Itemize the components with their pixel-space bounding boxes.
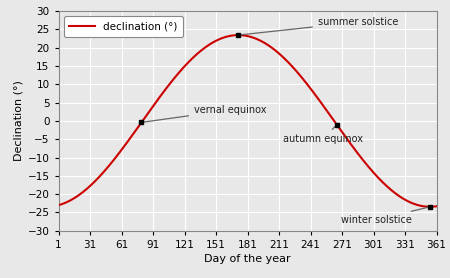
declination (°) (423, 205, 428, 208)
Text: summer solstice: summer solstice (241, 17, 398, 35)
declination (°) (230, 34, 235, 37)
Text: vernal equinox: vernal equinox (144, 105, 266, 122)
declination (°) (427, 205, 432, 208)
declination (°) (236, 33, 241, 37)
declination (°) (354, 150, 359, 153)
declination (°) (434, 205, 439, 208)
declination (°) (56, 203, 61, 207)
Line: declination (°): declination (°) (58, 35, 436, 207)
Y-axis label: Declination (°): Declination (°) (14, 81, 23, 161)
Text: winter solstice: winter solstice (341, 207, 428, 225)
Text: autumn equinox: autumn equinox (283, 127, 363, 144)
declination (°) (75, 194, 81, 197)
X-axis label: Day of the year: Day of the year (204, 254, 291, 264)
declination (°) (423, 205, 428, 208)
declination (°) (240, 34, 245, 37)
Legend: declination (°): declination (°) (64, 16, 183, 37)
